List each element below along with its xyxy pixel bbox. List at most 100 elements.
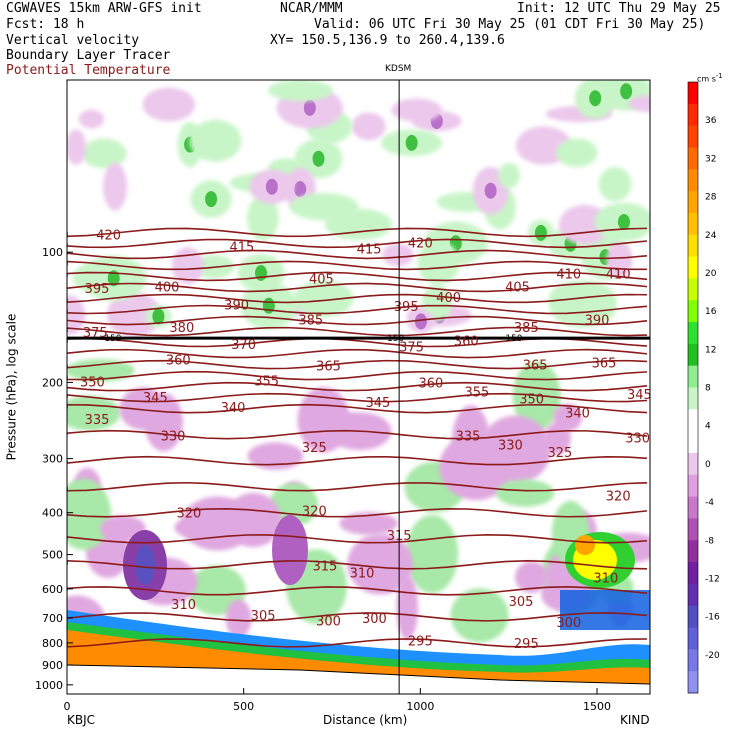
theta-label: 340 (221, 401, 246, 416)
colorbar-swatch (688, 496, 698, 519)
theta-label: 325 (302, 441, 327, 456)
velocity-blob (421, 284, 452, 322)
velocity-blob (142, 87, 196, 122)
colorbar-swatch (688, 431, 698, 454)
init-time: Init: 12 UTC Thu 29 May 25 (517, 1, 721, 16)
theta-label: 350 (519, 393, 544, 408)
velocity-core (534, 224, 547, 241)
theta-label: 300 (362, 612, 387, 627)
theta-contour (67, 455, 648, 466)
y-tick-label: 100 (42, 246, 63, 259)
velocity-blob (247, 195, 279, 241)
colorbar-tick-label: -16 (705, 613, 720, 623)
theta-label: 370 (231, 338, 256, 353)
velocity-blob (347, 533, 413, 595)
colorbar-swatch (688, 256, 698, 279)
theta-label: 360 (419, 376, 444, 391)
theta-label: 300 (316, 614, 341, 629)
colorbar-swatch (688, 103, 698, 127)
velocity-blob (396, 575, 419, 640)
velocity-blob (628, 95, 650, 112)
theta-label: 300 (556, 616, 581, 631)
velocity-blob (498, 162, 520, 189)
theta-label: 335 (456, 429, 481, 444)
colorbar-tick-label: 36 (705, 116, 717, 126)
colorbar-swatch (688, 169, 698, 192)
tropopause-label: 150 (387, 334, 404, 344)
theta-label: 330 (498, 438, 523, 453)
velocity-blob (555, 138, 598, 167)
colorbar-swatch (688, 147, 698, 170)
terrain (67, 665, 650, 694)
colorbar-swatch (688, 212, 698, 236)
field-boundary-layer-tracer: Boundary Layer Tracer (6, 48, 171, 63)
theta-label: 375 (399, 340, 424, 355)
theta-contour (67, 560, 648, 570)
colorbar-swatch (688, 409, 698, 432)
field-vertical-velocity: Vertical velocity (6, 33, 140, 48)
theta-label: 345 (143, 391, 168, 406)
theta-label: 405 (505, 280, 530, 295)
colorbar-swatch (688, 365, 698, 388)
theta-label: 400 (155, 280, 180, 295)
model-title: CGWAVES 15km ARW-GFS init (6, 1, 202, 16)
valid-time: Valid: 06 UTC Fri 30 May 25 (01 CDT Fri … (314, 17, 706, 32)
y-tick-label: 700 (42, 612, 63, 625)
velocity-blob (247, 442, 304, 470)
velocity-blob (391, 98, 442, 122)
velocity-core (107, 270, 120, 287)
theta-contour (67, 337, 648, 348)
colorbar-swatch (688, 125, 698, 148)
velocity-core (205, 191, 218, 208)
theta-label: 390 (585, 313, 610, 328)
start-station-label: KBJC (67, 713, 96, 727)
theta-label: 345 (366, 396, 391, 411)
y-tick-label: 500 (42, 549, 63, 562)
colorbar-swatch (688, 671, 698, 694)
velocity-core (303, 99, 316, 116)
theta-label: 320 (606, 489, 631, 504)
colorbar-swatch (688, 322, 698, 345)
velocity-core (405, 134, 418, 151)
updraft-max (575, 535, 595, 555)
theta-label: 375 (83, 326, 108, 341)
velocity-blob (289, 193, 359, 221)
theta-contour (67, 481, 648, 492)
colorbar-swatch (688, 300, 698, 323)
velocity-blob (225, 492, 282, 548)
velocity-core (255, 265, 268, 282)
theta-label: 365 (316, 360, 341, 375)
theta-contour (67, 612, 648, 622)
colorbar-swatch (688, 387, 698, 410)
theta-contour (67, 508, 648, 518)
theta-label: 395 (394, 300, 419, 315)
colorbar-swatch (688, 649, 698, 672)
theta-label: 355 (254, 375, 279, 390)
velocity-blob (189, 119, 242, 162)
theta-contour (67, 326, 648, 337)
theta-label: 395 (85, 282, 110, 297)
velocity-core (294, 181, 307, 198)
x-axis-label: Distance (km) (323, 713, 408, 727)
theta-contour (67, 586, 648, 596)
colorbar-unit: cm s-1 (697, 72, 723, 84)
boundary-layer-tracer (560, 590, 650, 630)
velocity-blob (351, 112, 386, 141)
theta-label: 295 (408, 635, 433, 650)
theta-label: 385 (298, 313, 323, 328)
velocity-blob (67, 478, 112, 550)
velocity-core (414, 313, 427, 330)
theta-label: 350 (80, 375, 105, 390)
colorbar-frame (687, 81, 699, 694)
velocity-blob (103, 162, 128, 211)
theta-label: 335 (85, 413, 110, 428)
colorbar-swatch (688, 540, 698, 563)
theta-label: 315 (313, 560, 338, 575)
theta-label: 415 (229, 240, 254, 255)
velocity-blob (174, 516, 219, 539)
theta-label: 320 (302, 504, 327, 519)
y-axis-label: Pressure (hPa), log scale (4, 313, 19, 461)
theta-contour (67, 359, 648, 370)
colorbar-tick-label: 28 (705, 193, 717, 203)
colorbar-tick-label: 4 (705, 422, 711, 432)
